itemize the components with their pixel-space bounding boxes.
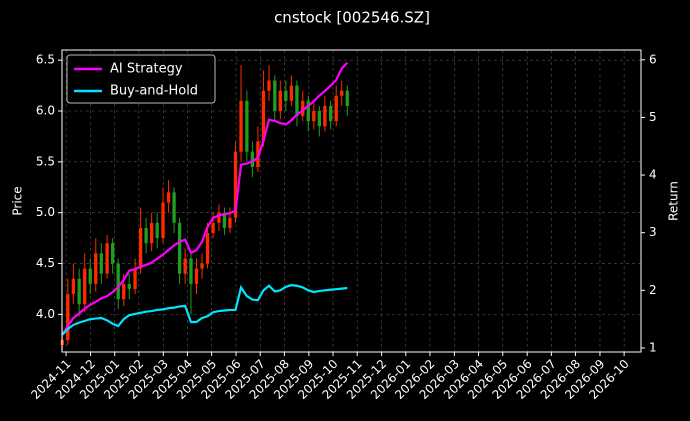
candle-body <box>133 268 137 289</box>
y2-tick-label: 3 <box>649 225 657 239</box>
candle-body <box>301 100 305 117</box>
candle-body <box>189 258 193 284</box>
candle-body <box>149 222 154 244</box>
plot-frame <box>61 49 642 353</box>
candle-body <box>116 263 120 300</box>
candle-body <box>83 268 87 305</box>
chart-title: cnstock [002546.SZ] <box>274 9 430 27</box>
candle-body <box>329 105 333 122</box>
candle-body <box>239 100 243 152</box>
candle-body <box>345 90 349 106</box>
line-series <box>61 284 348 336</box>
candle-body <box>177 222 182 274</box>
candle-body <box>317 111 321 127</box>
legend: AI Strategy Buy-and-Hold <box>66 54 216 104</box>
y-axis-label: Price <box>11 186 25 215</box>
candle-body <box>250 151 255 167</box>
y-tick-label: 6.0 <box>36 104 55 118</box>
candle-body <box>138 227 143 269</box>
candle-body <box>194 268 199 284</box>
candle-body <box>88 268 92 284</box>
y2-tick-label: 6 <box>649 52 657 66</box>
candle-body <box>127 283 131 289</box>
candle-body <box>217 212 221 223</box>
y2-tick-label: 1 <box>649 340 657 354</box>
y2-axis-label: Return <box>667 181 681 221</box>
candle-body <box>94 253 98 284</box>
y2-tick-label: 2 <box>649 283 657 297</box>
candle-body <box>245 100 249 152</box>
y2-tick-label: 4 <box>649 168 657 182</box>
candle-body <box>261 90 266 142</box>
y2-tick-label: 5 <box>649 110 657 124</box>
legend-label: AI Strategy <box>110 62 183 77</box>
y-tick-label: 5.5 <box>36 154 55 168</box>
candle-body <box>273 80 277 112</box>
y-tick-label: 4.5 <box>36 256 55 270</box>
candle-body <box>122 283 126 300</box>
candle-body <box>77 278 81 305</box>
candle-body <box>312 111 316 122</box>
candle-body <box>267 80 271 91</box>
candle-body <box>183 258 187 274</box>
candle-body <box>228 217 232 228</box>
candle-body <box>323 105 327 127</box>
legend-label: Buy-and-Hold <box>110 84 198 99</box>
candle-body <box>205 233 210 264</box>
candle-body <box>278 90 282 112</box>
candle-body <box>166 192 171 203</box>
candle-body <box>66 294 70 340</box>
candle-body <box>233 151 238 218</box>
candle-body <box>211 222 215 234</box>
candle-body <box>99 253 103 274</box>
line-series <box>61 61 349 336</box>
candle-body <box>284 90 288 101</box>
candle-body <box>200 263 204 269</box>
candle-body <box>110 243 115 264</box>
y-tick-label: 5.0 <box>36 205 55 219</box>
candle-body <box>144 227 148 244</box>
candle-body <box>289 85 294 101</box>
candle-body <box>172 192 176 223</box>
candle-body <box>340 90 344 96</box>
candle-body <box>161 202 165 239</box>
candle-body <box>71 278 76 295</box>
candle-body <box>334 95 338 122</box>
y-tick-label: 4.0 <box>36 307 55 321</box>
candle-body <box>222 212 227 228</box>
y-tick-label: 6.5 <box>36 53 55 67</box>
candle-body <box>155 222 159 239</box>
candle-body <box>105 243 109 274</box>
candle-body <box>295 85 299 117</box>
candle-body <box>306 100 310 122</box>
legend-box <box>66 54 216 104</box>
